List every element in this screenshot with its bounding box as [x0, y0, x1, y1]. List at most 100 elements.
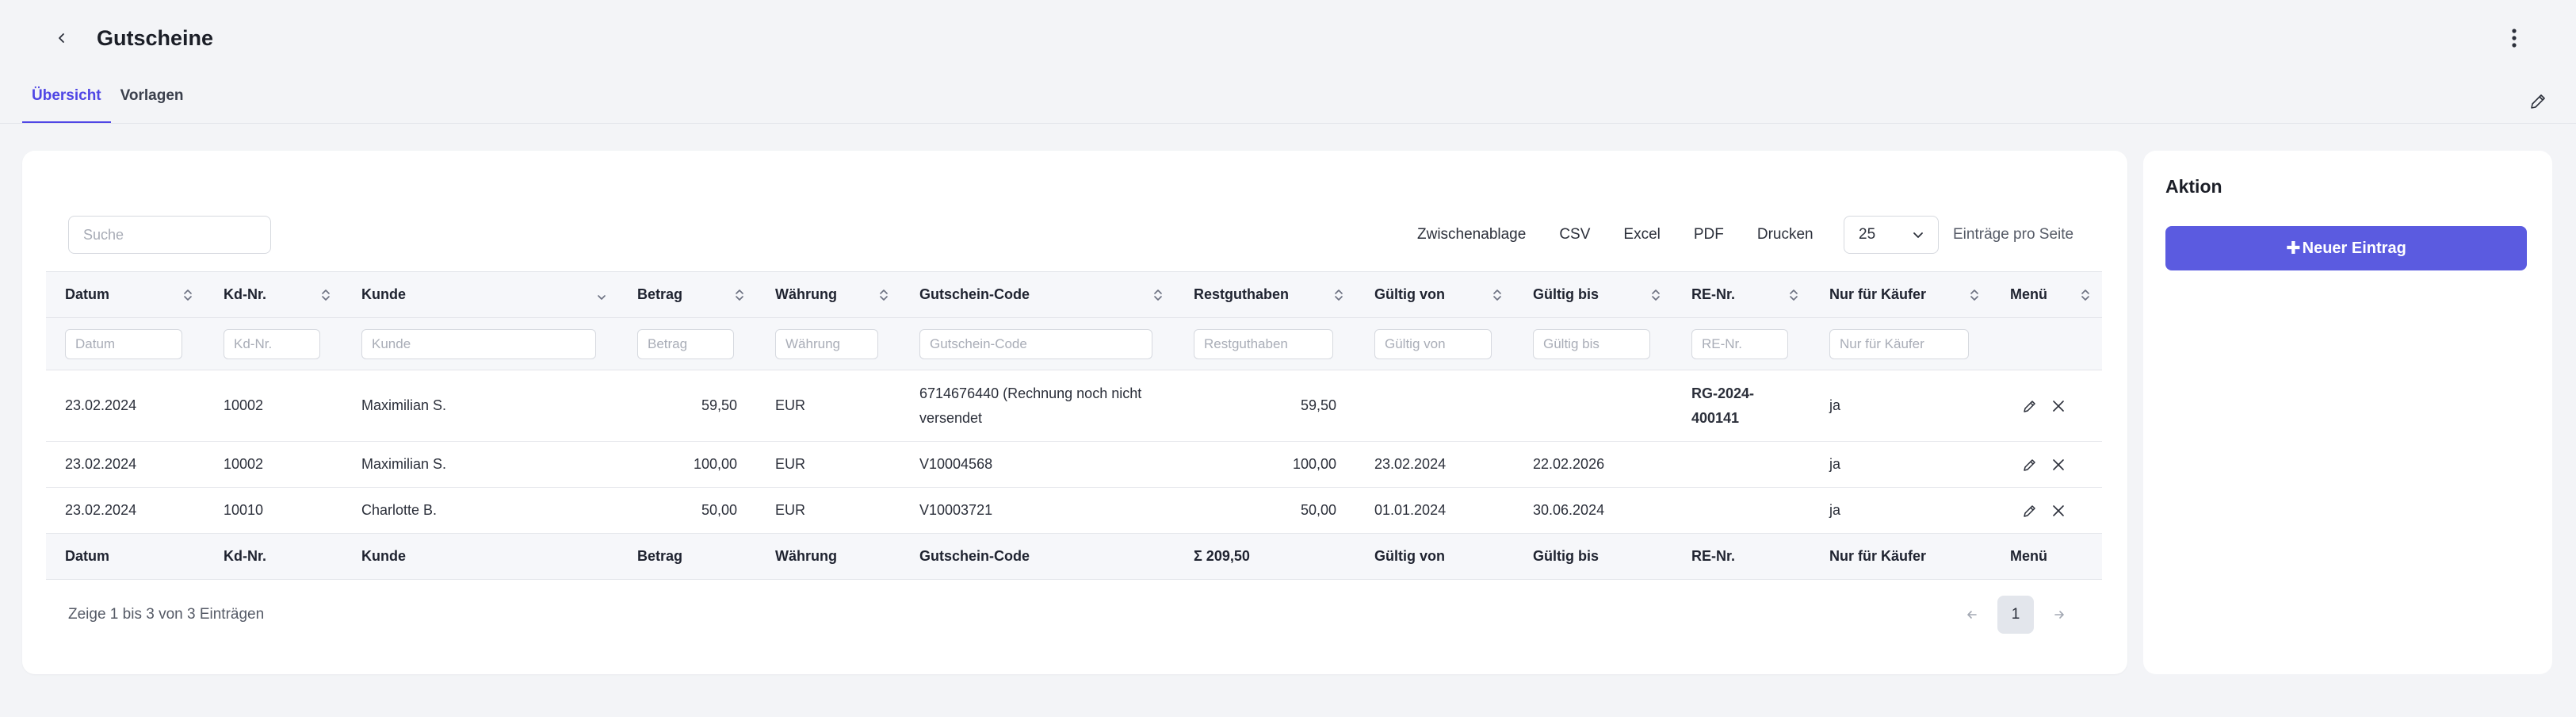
sort-icon [322, 289, 330, 301]
sort-icon [736, 289, 743, 301]
tab-uebersicht[interactable]: Übersicht [22, 76, 111, 124]
export-buttons: Zwischenablage CSV Excel PDF Drucken [1401, 216, 1830, 254]
edit-row-button[interactable] [2021, 456, 2039, 474]
export-clipboard-button[interactable]: Zwischenablage [1417, 226, 1527, 243]
col-header-code[interactable]: Gutschein-Code [900, 271, 1175, 318]
filter-nur-kaeufer-input[interactable] [1829, 328, 1969, 359]
footer-code: Gutschein-Code [900, 533, 1175, 580]
action-card-title: Aktion [2165, 176, 2222, 197]
footer-kunde: Kunde [342, 533, 618, 580]
search-input[interactable] [68, 216, 271, 254]
delete-row-button[interactable] [2050, 502, 2067, 520]
sort-icon [2081, 289, 2089, 301]
cell-waehrung: EUR [756, 441, 900, 488]
col-header-bis[interactable]: Gültig bis [1514, 271, 1672, 318]
col-header-menu[interactable]: Menü [1991, 271, 2102, 318]
filter-betrag-input[interactable] [637, 328, 734, 359]
cell-waehrung: EUR [756, 370, 900, 442]
filter-waehrung-input[interactable] [775, 328, 878, 359]
filter-menu-empty [1991, 317, 2102, 370]
new-entry-button[interactable]: ✚ Neuer Eintrag [2165, 226, 2527, 270]
filter-kunde-input[interactable] [361, 328, 596, 359]
chevron-down-icon [1913, 232, 1923, 238]
col-header-label: RE-Nr. [1691, 286, 1736, 302]
sort-icon [1335, 289, 1343, 301]
tab-vorlagen[interactable]: Vorlagen [120, 87, 184, 104]
tab-bar: Übersicht Vorlagen [22, 76, 193, 124]
plus-icon: ✚ [2286, 238, 2301, 258]
col-header-label: Gültig von [1374, 286, 1445, 302]
cell-nur-kaeufer: ja [1810, 487, 1991, 534]
sort-icon [184, 289, 192, 301]
next-page-button[interactable] [2043, 599, 2075, 631]
filter-renr-input[interactable] [1691, 328, 1788, 359]
cell-kunde: Maximilian S. [342, 441, 618, 488]
edit-page-button[interactable] [2524, 87, 2552, 116]
cell-nur-kaeufer: ja [1810, 370, 1991, 442]
col-header-label: Betrag [637, 286, 683, 302]
cell-rest: 59,50 [1175, 370, 1355, 442]
filter-code-input[interactable] [919, 328, 1152, 359]
export-pdf-button[interactable]: PDF [1693, 226, 1724, 243]
col-header-kdnr[interactable]: Kd-Nr. [204, 271, 342, 318]
col-header-label: Gültig bis [1533, 286, 1599, 302]
edit-row-button[interactable] [2021, 502, 2039, 520]
print-button[interactable]: Drucken [1756, 226, 1814, 243]
close-icon [2053, 458, 2064, 470]
page-1-button[interactable]: 1 [1997, 596, 2034, 634]
export-csv-button[interactable]: CSV [1559, 226, 1591, 243]
col-header-waehrung[interactable]: Währung [756, 271, 900, 318]
col-header-von[interactable]: Gültig von [1355, 271, 1514, 318]
footer-datum: Datum [46, 533, 204, 580]
col-header-rest[interactable]: Restguthaben [1175, 271, 1355, 318]
cell-betrag: 50,00 [618, 487, 756, 534]
delete-row-button[interactable] [2050, 397, 2067, 415]
cell-menu [1991, 441, 2102, 488]
per-page-label: Einträge pro Seite [1953, 226, 2074, 243]
pagination: 1 [1956, 595, 2075, 635]
filter-bis-input[interactable] [1533, 328, 1650, 359]
footer-rest-sum: Σ 209,50 [1175, 533, 1355, 580]
footer-kdnr: Kd-Nr. [204, 533, 342, 580]
filter-datum-input[interactable] [65, 328, 182, 359]
export-excel-button[interactable]: Excel [1623, 226, 1661, 243]
page-size-select[interactable]: 25 [1844, 216, 1939, 254]
sort-icon [1493, 289, 1501, 301]
page-size-value: 25 [1859, 226, 1876, 243]
col-header-datum[interactable]: Datum [46, 271, 204, 318]
edit-row-button[interactable] [2021, 397, 2039, 415]
cell-renr [1672, 487, 1810, 534]
cell-betrag: 100,00 [618, 441, 756, 488]
cell-datum: 23.02.2024 [46, 370, 204, 442]
col-header-renr[interactable]: RE-Nr. [1672, 271, 1810, 318]
col-header-label: Menü [2010, 286, 2047, 302]
col-header-nur-kaeufer[interactable]: Nur für Käufer [1810, 271, 1991, 318]
cell-bis [1514, 370, 1672, 442]
col-header-kunde[interactable]: Kunde [342, 271, 618, 318]
filter-kdnr-input[interactable] [224, 328, 320, 359]
cell-von [1355, 370, 1514, 442]
col-header-label: Nur für Käufer [1829, 286, 1927, 302]
col-header-betrag[interactable]: Betrag [618, 271, 756, 318]
prev-page-button[interactable] [1956, 599, 1988, 631]
table-info: Zeige 1 bis 3 von 3 Einträgen [68, 606, 265, 623]
sort-icon [880, 289, 888, 301]
more-menu-button[interactable] [2498, 22, 2530, 54]
filter-von-input[interactable] [1374, 328, 1492, 359]
footer-menu: Menü [1991, 533, 2102, 580]
cell-code: V10003721 [900, 487, 1175, 534]
vouchers-table: Datum Kd-Nr. Kunde Betrag Währung Gutsch… [46, 271, 2102, 580]
delete-row-button[interactable] [2050, 456, 2067, 474]
sort-icon [1970, 289, 1978, 301]
cell-bis: 22.02.2026 [1514, 441, 1672, 488]
footer-bis: Gültig bis [1514, 533, 1672, 580]
back-button[interactable] [48, 24, 76, 52]
cell-rest: 50,00 [1175, 487, 1355, 534]
filter-rest-input[interactable] [1194, 328, 1333, 359]
cell-kdnr: 10002 [204, 441, 342, 488]
arrow-left-icon [1967, 611, 1977, 619]
col-header-label: Restguthaben [1194, 286, 1290, 302]
filter-row [46, 317, 2102, 370]
cell-kdnr: 10002 [204, 370, 342, 442]
sort-icon [1652, 289, 1660, 301]
